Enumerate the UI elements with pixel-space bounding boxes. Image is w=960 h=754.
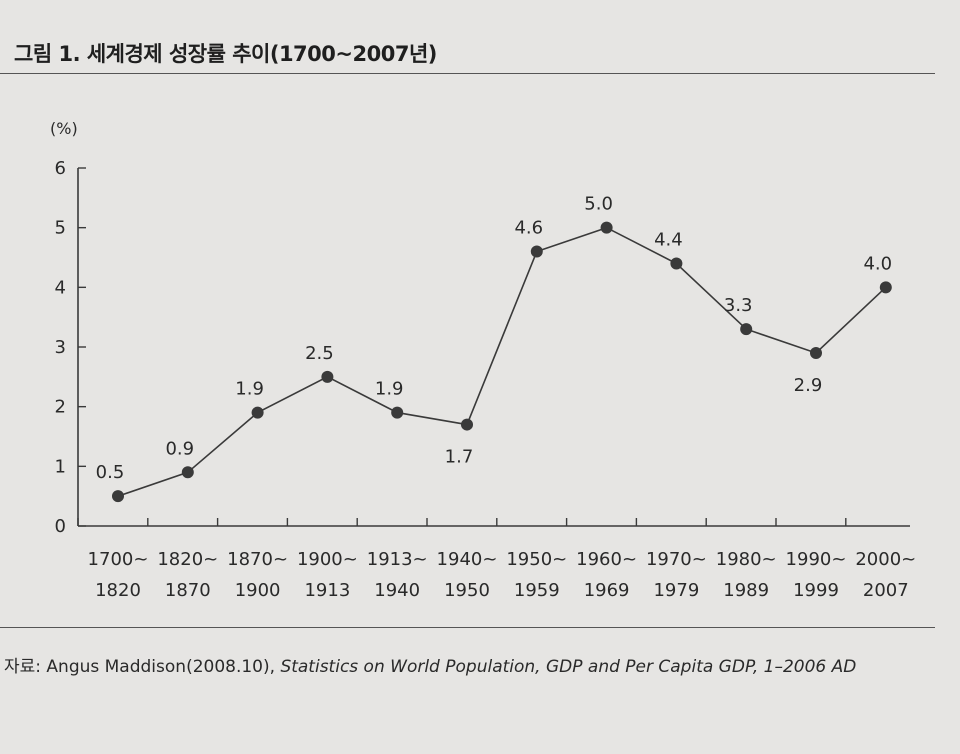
data-point	[670, 257, 683, 270]
data-point	[600, 221, 613, 234]
y-tick-label: 6	[55, 158, 66, 179]
x-tick-label: 1950~	[506, 549, 567, 570]
x-tick-label: 1820~	[157, 549, 218, 570]
data-point	[251, 406, 264, 419]
data-label: 4.6	[514, 218, 543, 239]
data-label: 2.9	[794, 375, 823, 396]
y-tick-label: 1	[55, 456, 66, 477]
figure-title: 그림 1. 세계경제 성장률 추이(1700~2007년)	[14, 42, 437, 66]
x-tick-label: 1700~	[88, 549, 149, 570]
data-point	[740, 323, 753, 336]
x-tick-label: 1870~	[227, 549, 288, 570]
data-point	[321, 370, 334, 383]
data-label: 0.9	[165, 438, 194, 459]
source-title: Statistics on World Population, GDP and …	[280, 657, 857, 677]
x-tick-label: 1969	[584, 580, 630, 601]
x-tick-label: 2007	[863, 580, 909, 601]
data-label: 4.4	[654, 229, 683, 250]
x-tick-label: 1900	[235, 580, 281, 601]
data-point	[461, 418, 473, 431]
x-tick-label: 1959	[514, 580, 560, 601]
bottom-rule	[0, 627, 935, 628]
x-tick-label: 2000~	[855, 549, 916, 570]
source-note: 자료: Angus Maddison(2008.10), Statistics …	[4, 652, 856, 677]
chart-axes: 0 1 2 3 4 5 6 (%) 1700~ 1820 1820~ 1870 1870~ 1900 190…	[50, 119, 916, 601]
data-point	[181, 466, 194, 479]
data-label: 2.5	[305, 343, 334, 364]
source-prefix: 자료: Angus Maddison(2008.10),	[4, 657, 281, 677]
x-tick-label: 1989	[723, 580, 769, 601]
x-tick-label: 1999	[793, 580, 839, 601]
data-label: 5.0	[584, 194, 613, 215]
x-tick-label: 1870	[165, 580, 211, 601]
chart-series	[112, 221, 892, 503]
y-tick-label: 5	[55, 218, 66, 239]
x-tick-label: 1940	[374, 580, 420, 601]
data-point	[879, 281, 892, 294]
data-label: 0.5	[96, 462, 125, 483]
chart-labels: 0.5 0.9 1.9 2.5 1.9 1.7 4.6 5.0 4.4 3.3 2.9 4.0	[96, 194, 892, 483]
data-label: 1.9	[375, 379, 404, 400]
data-label: 3.3	[724, 295, 753, 316]
series-line	[117, 226, 887, 497]
data-point	[530, 245, 543, 258]
data-label: 1.7	[445, 447, 474, 468]
x-tick-label: 1820	[95, 580, 141, 601]
data-label: 4.0	[863, 253, 892, 274]
x-tick-label: 1960~	[576, 549, 637, 570]
y-tick-label: 4	[55, 277, 66, 298]
x-tick-label: 1950	[444, 580, 490, 601]
data-point	[391, 406, 404, 419]
data-point	[112, 490, 124, 503]
y-axis-unit-label: (%)	[50, 119, 78, 138]
x-tick-label: 1900~	[297, 549, 358, 570]
x-tick-label: 1913~	[367, 549, 428, 570]
y-tick-label: 0	[55, 516, 66, 537]
data-point	[810, 346, 822, 359]
data-label: 1.9	[235, 379, 264, 400]
x-tick-label: 1990~	[786, 549, 847, 570]
x-tick-label: 1913	[304, 580, 350, 601]
y-tick-label: 3	[55, 337, 66, 358]
x-tick-label: 1979	[653, 580, 699, 601]
top-rule	[0, 73, 935, 74]
x-tick-label: 1970~	[646, 549, 707, 570]
x-tick-label: 1940~	[437, 549, 498, 570]
x-tick-label: 1980~	[716, 549, 777, 570]
y-tick-label: 2	[55, 397, 66, 418]
